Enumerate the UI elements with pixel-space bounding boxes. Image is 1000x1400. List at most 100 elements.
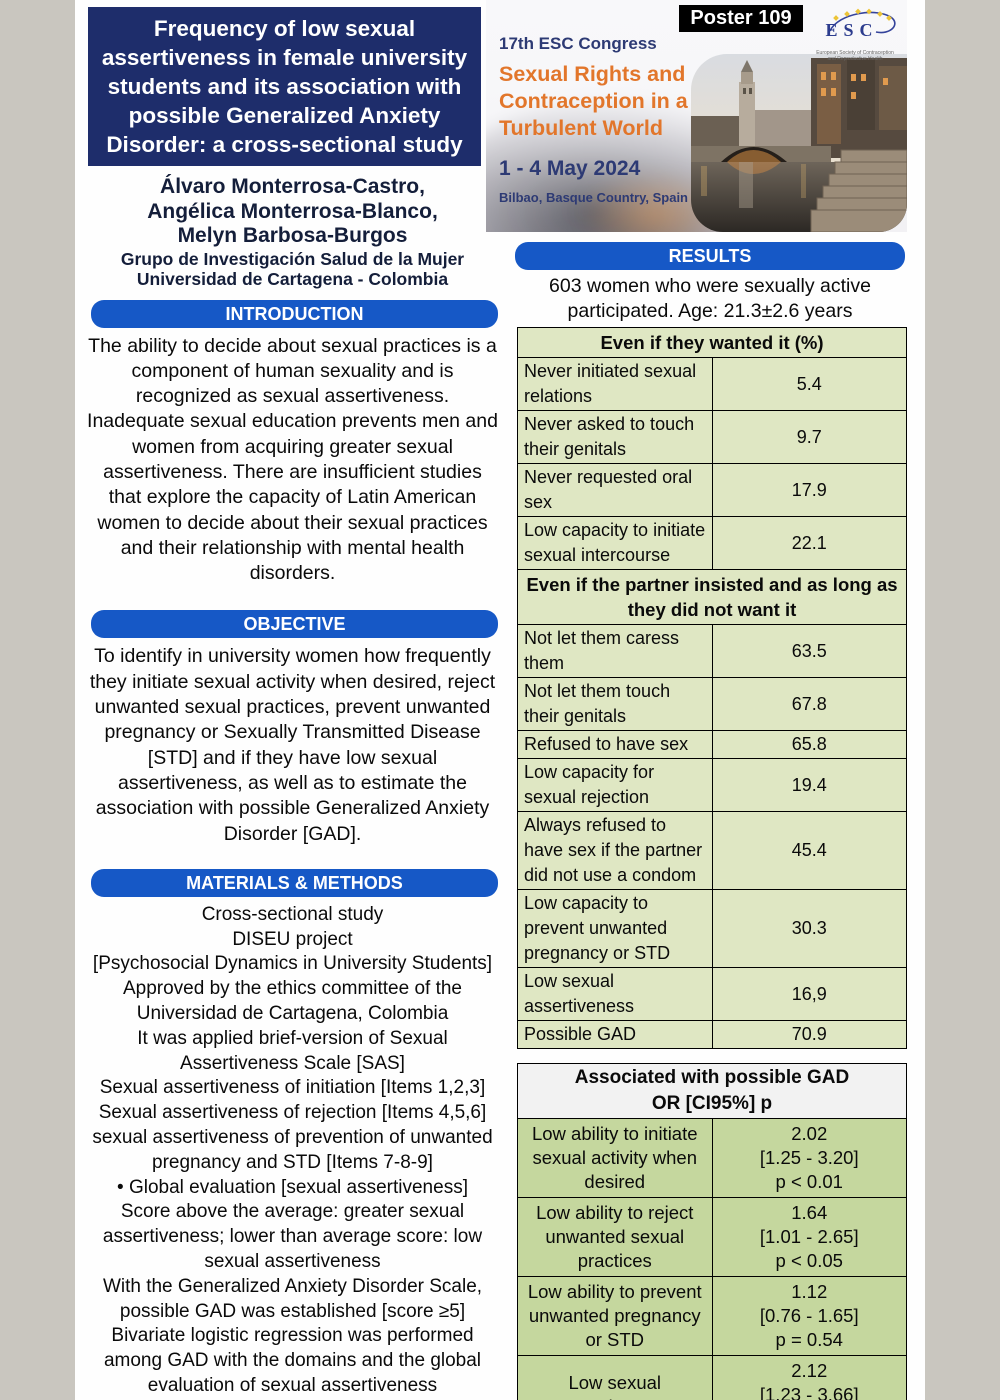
methods-line: With the Generalized Anxiety Disorder Sc… (102, 1275, 483, 1322)
ci-value: [0.76 - 1.65] (759, 1305, 859, 1326)
table-row: Low ability to initiate sexual activity … (517, 1118, 907, 1198)
p-value: p < 0.05 (775, 1250, 843, 1271)
row-or-cell: 2.02 [1.25 - 3.20] p < 0.01 (711, 1118, 907, 1198)
table-section-header: Even if they wanted it (%) (517, 327, 907, 358)
gad-header-line2: OR [CI95%] p (651, 1093, 773, 1114)
table-row: Low capacity to prevent unwanted pregnan… (517, 889, 907, 968)
author-name: Angélica Monterrosa-Blanco, (147, 199, 438, 223)
row-label: Low ability to reject unwanted sexual pr… (517, 1197, 713, 1277)
row-value: 45.4 (711, 811, 907, 890)
row-label: Low capacity for sexual rejection (517, 758, 713, 812)
table-header-wanted: Even if they wanted it (%) (517, 327, 907, 358)
methods-line: It was applied brief-version of Sexual A… (137, 1027, 448, 1074)
row-label: Always refused to have sex if the partne… (517, 811, 713, 890)
methods-text: Cross-sectional study DISEU project [Psy… (85, 903, 500, 1399)
affiliation-line: Grupo de Investigación Salud de la Mujer (120, 248, 465, 269)
row-value: 5.4 (711, 357, 907, 411)
row-value: 63.5 (711, 624, 907, 678)
right-column: Poster 109 ESC Eu (486, 0, 907, 1400)
row-label: Never initiated sexual relations (517, 357, 713, 411)
table-row: Low ability to prevent unwanted pregnanc… (517, 1276, 907, 1356)
p-value: p < 0.01 (775, 1171, 843, 1192)
row-label: Possible GAD (517, 1020, 713, 1049)
authors-block: Álvaro Monterrosa-Castro, Angélica Monte… (85, 175, 500, 290)
methods-line: Score above the average: greater sexual … (102, 1201, 483, 1272)
methods-line: • Global evaluation [sexual assertivenes… (117, 1176, 468, 1198)
section-header-methods: MATERIALS & METHODS (91, 868, 498, 897)
table-header-insisted: Even if the partner insisted and as long… (517, 569, 907, 625)
table-row: Always refused to have sex if the partne… (517, 811, 907, 890)
or-value: 1.12 (791, 1281, 828, 1302)
esc-logo-caption: European Society of Contraception (816, 50, 894, 56)
row-label: Low capacity to initiate sexual intercou… (517, 516, 713, 570)
row-value: 22.1 (711, 516, 907, 570)
results-table-gad-association: Associated with possible GAD OR [CI95%] … (517, 1063, 907, 1400)
row-label: Low capacity to prevent unwanted pregnan… (517, 889, 713, 968)
row-or-cell: 1.12 [0.76 - 1.65] p = 0.54 (711, 1276, 907, 1356)
table-row: Low ability to reject unwanted sexual pr… (517, 1197, 907, 1277)
congress-dates: 1 - 4 May 2024 (499, 157, 641, 180)
esc-logo-icon: ESC (825, 8, 896, 40)
row-label: Never requested oral sex (517, 463, 713, 517)
row-label: Low ability to initiate sexual activity … (517, 1118, 713, 1198)
row-label: Not let them caress them (517, 624, 713, 678)
objective-text: To identify in university women how freq… (89, 645, 496, 845)
ci-value: [1.01 - 2.65] (759, 1226, 859, 1247)
gad-header-line1: Associated with possible GAD (574, 1067, 850, 1088)
table-row: Refused to have sex 65.8 (517, 730, 907, 759)
row-value: 17.9 (711, 463, 907, 517)
row-label: Not let them touch their genitals (517, 677, 713, 731)
poster: Frequency of low sexual assertiveness in… (75, 0, 925, 1400)
row-value: 9.7 (711, 410, 907, 464)
methods-line: Sexual assertiveness of initiation [Item… (99, 1077, 486, 1099)
esc-logo-caption: and Reproductive Health (827, 56, 883, 62)
table-section-header: Associated with possible GAD OR [CI95%] … (517, 1063, 907, 1119)
table-row: Low sexual assertiveness 16,9 (517, 967, 907, 1021)
methods-line: Sexual assertiveness of rejection [Items… (98, 1102, 487, 1124)
table-row: Low capacity to initiate sexual intercou… (517, 516, 907, 570)
esc-logo: ESC European Society of Contraception an… (804, 5, 906, 62)
gad-table-header: Associated with possible GAD OR [CI95%] … (517, 1063, 907, 1119)
section-header-introduction: INTRODUCTION (91, 299, 498, 328)
or-value: 1.64 (791, 1202, 828, 1223)
ci-value: [1.23 - 3.66] (759, 1384, 859, 1400)
methods-line: sexual assertiveness of prevention of un… (92, 1127, 493, 1173)
left-column: Frequency of low sexual assertiveness in… (85, 0, 500, 1399)
row-label: Low sexual assertiveness (517, 1355, 713, 1400)
methods-line: [Psychosocial Dynamics in University Stu… (92, 953, 493, 975)
poster-title: Frequency of low sexual assertiveness in… (88, 7, 481, 166)
row-or-cell: 1.64 [1.01 - 2.65] p < 0.05 (711, 1197, 907, 1277)
introduction-text: The ability to decide about sexual pract… (87, 334, 498, 585)
table-row: Possible GAD 70.9 (517, 1020, 907, 1049)
table-row: Not let them touch their genitals 67.8 (517, 677, 907, 731)
row-value: 65.8 (711, 730, 907, 759)
table-row: Low capacity for sexual rejection 19.4 (517, 758, 907, 812)
or-value: 2.12 (791, 1360, 828, 1381)
poster-number-badge: Poster 109 (679, 5, 803, 32)
bilbao-photo (691, 54, 907, 232)
row-value: 30.3 (711, 889, 907, 968)
table-row: Never initiated sexual relations 5.4 (517, 357, 907, 411)
table-row: Low sexual assertiveness 2.12 [1.23 - 3.… (517, 1355, 907, 1400)
author-name: Melyn Barbosa-Burgos (177, 224, 408, 247)
congress-location: Bilbao, Basque Country, Spain (499, 190, 689, 205)
section-header-objective: OBJECTIVE (91, 610, 498, 639)
results-table-frequencies: Even if they wanted it (%) Never initiat… (517, 327, 907, 1049)
table-section-header: Even if the partner insisted and as long… (517, 569, 907, 625)
svg-text:ESC: ESC (825, 20, 878, 40)
methods-line: Approved by the ethics committee of the … (122, 978, 462, 1025)
p-value: p = 0.54 (775, 1329, 843, 1350)
section-header-results: RESULTS (515, 242, 905, 270)
row-label: Never asked to touch their genitals (517, 410, 713, 464)
row-value: 16,9 (711, 967, 907, 1021)
row-value: 70.9 (711, 1020, 907, 1049)
row-value: 67.8 (711, 677, 907, 731)
congress-banner: Poster 109 ESC Eu (486, 0, 907, 232)
methods-line: DISEU project (232, 928, 353, 950)
methods-line: Bivariate logistic regression was perfor… (103, 1325, 482, 1396)
row-or-cell: 2.12 [1.23 - 3.66] p < 0.01 (711, 1355, 907, 1400)
row-label: Low ability to prevent unwanted pregnanc… (517, 1276, 713, 1356)
table-row: Never requested oral sex 17.9 (517, 463, 907, 517)
row-label: Refused to have sex (517, 730, 713, 759)
